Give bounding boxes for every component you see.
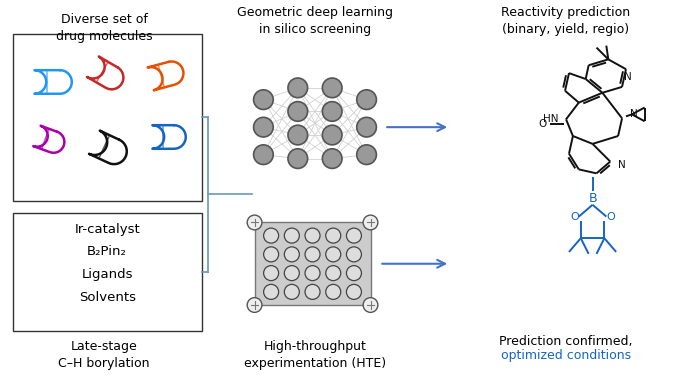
Circle shape — [288, 78, 308, 98]
Text: Prediction confirmed,: Prediction confirmed, — [499, 335, 633, 348]
Text: O: O — [538, 119, 547, 129]
Circle shape — [247, 215, 262, 230]
Text: N: N — [624, 72, 632, 82]
Circle shape — [253, 90, 273, 110]
Circle shape — [347, 266, 362, 280]
Circle shape — [247, 298, 262, 312]
Circle shape — [253, 145, 273, 164]
Circle shape — [326, 284, 340, 299]
Text: O: O — [606, 211, 614, 222]
Circle shape — [288, 125, 308, 145]
Text: Ligands: Ligands — [82, 268, 133, 281]
Bar — [13, 213, 203, 330]
Text: B₂Pin₂: B₂Pin₂ — [87, 246, 127, 258]
Circle shape — [305, 228, 320, 243]
Circle shape — [305, 247, 320, 262]
Circle shape — [284, 247, 299, 262]
Circle shape — [326, 266, 340, 280]
Circle shape — [363, 215, 378, 230]
Circle shape — [326, 228, 340, 243]
Circle shape — [288, 149, 308, 168]
Bar — [13, 34, 203, 201]
Text: Late-stage
C–H borylation: Late-stage C–H borylation — [58, 340, 150, 370]
Circle shape — [284, 284, 299, 299]
Circle shape — [347, 284, 362, 299]
Circle shape — [357, 145, 376, 164]
Text: O: O — [571, 211, 580, 222]
Circle shape — [284, 266, 299, 280]
Circle shape — [347, 228, 362, 243]
Circle shape — [357, 90, 376, 110]
Text: optimized conditions: optimized conditions — [501, 349, 631, 362]
Circle shape — [288, 102, 308, 121]
Text: Reactivity prediction
(binary, yield, regio): Reactivity prediction (binary, yield, re… — [501, 6, 631, 36]
Text: Solvents: Solvents — [79, 291, 136, 304]
Circle shape — [264, 228, 279, 243]
Circle shape — [264, 284, 279, 299]
Circle shape — [347, 247, 362, 262]
Text: Ir-catalyst: Ir-catalyst — [74, 223, 140, 236]
Circle shape — [363, 298, 378, 312]
Text: N: N — [618, 160, 626, 171]
Circle shape — [323, 149, 342, 168]
Circle shape — [323, 125, 342, 145]
Text: HN: HN — [543, 114, 558, 124]
Circle shape — [323, 102, 342, 121]
Text: Geometric deep learning
in silico screening: Geometric deep learning in silico screen… — [238, 6, 393, 36]
Circle shape — [264, 247, 279, 262]
Circle shape — [305, 266, 320, 280]
Text: N: N — [630, 110, 638, 119]
Circle shape — [357, 117, 376, 137]
Circle shape — [305, 284, 320, 299]
Circle shape — [323, 78, 342, 98]
Text: Diverse set of
drug molecules: Diverse set of drug molecules — [56, 13, 153, 43]
Circle shape — [284, 228, 299, 243]
Circle shape — [326, 247, 340, 262]
Bar — [255, 222, 371, 305]
Circle shape — [253, 117, 273, 137]
Circle shape — [264, 266, 279, 280]
Text: B: B — [588, 193, 597, 205]
Text: High-throughput
experimentation (HTE): High-throughput experimentation (HTE) — [245, 340, 386, 370]
